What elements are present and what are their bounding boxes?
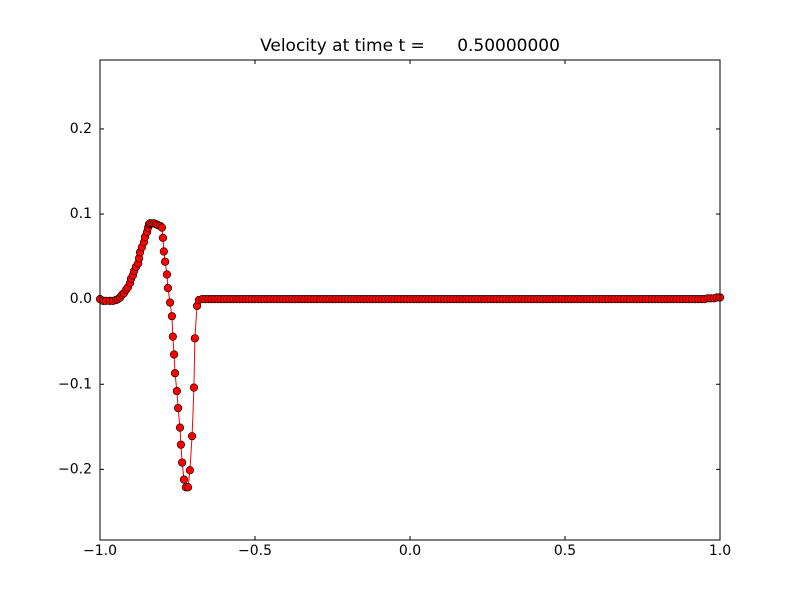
data-point [189, 383, 199, 392]
x-tick-label: 0.0 [399, 543, 421, 559]
data-point [159, 247, 168, 256]
data-point [187, 432, 197, 441]
data-point [161, 257, 170, 266]
data-point [157, 223, 167, 232]
data-point [172, 386, 181, 396]
data-point [170, 369, 180, 378]
plot-frame [99, 59, 721, 541]
data-point [163, 283, 172, 293]
data-point [174, 403, 183, 413]
x-tick-label: −0.5 [238, 543, 272, 559]
data-point [169, 350, 179, 359]
y-tick-label: −0.2 [58, 461, 92, 477]
data-point [185, 466, 194, 475]
data-point [178, 458, 187, 467]
data-point [168, 332, 177, 341]
data-point [179, 475, 189, 484]
x-tick-label: 1.0 [709, 543, 731, 559]
data-point [176, 440, 186, 449]
data-point [158, 233, 168, 242]
data-point [162, 270, 172, 279]
y-tick-label: 0.0 [70, 291, 92, 307]
data-point [183, 483, 193, 492]
y-tick-label: 0.1 [70, 206, 92, 222]
data-point [165, 298, 175, 307]
data-point [167, 312, 177, 321]
chart-title: Velocity at time t = 0.50000000 [260, 36, 560, 56]
x-tick-label: −1.0 [83, 543, 117, 559]
y-tick-label: 0.2 [70, 121, 92, 137]
y-tick-label: −0.1 [58, 376, 92, 392]
data-point [175, 423, 185, 432]
data-point [190, 334, 199, 343]
x-tick-label: 0.5 [554, 543, 576, 559]
